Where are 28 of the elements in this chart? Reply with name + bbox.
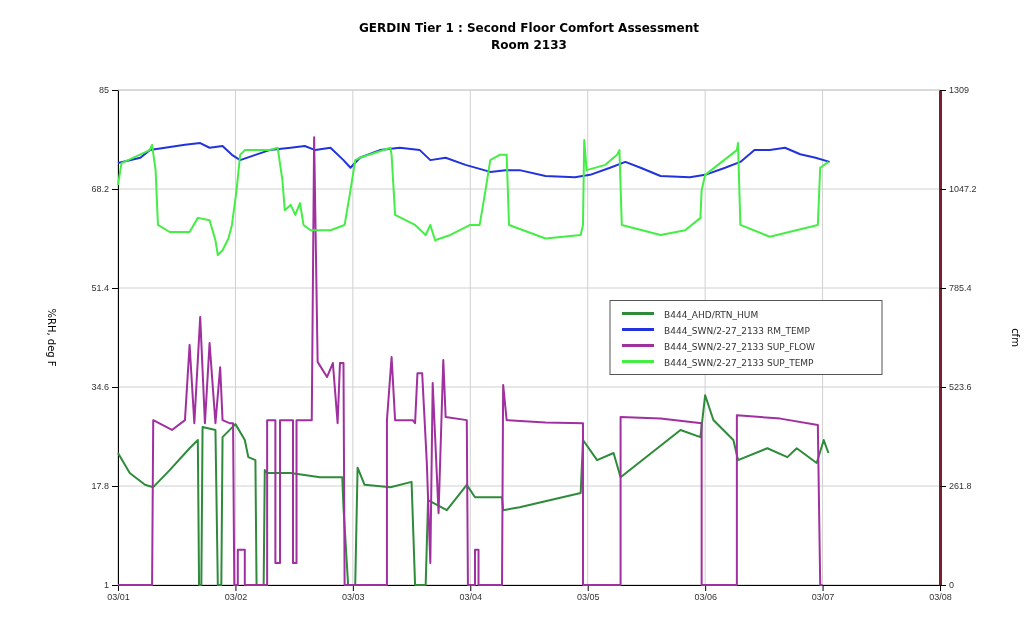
y-tick-label: 68.2 [91, 184, 109, 195]
y2-tick-label: 1047.2 [949, 184, 977, 195]
y-tick-label: 1 [103, 580, 109, 591]
chart-title: GERDIN Tier 1 : Second Floor Comfort Assessment [358, 21, 700, 35]
y2-tick-label: 785.4 [949, 283, 972, 294]
x-tick-label: 03/05 [576, 592, 600, 603]
x-tick-label: 03/03 [342, 592, 365, 603]
legend-label: B444_SWN/2-27_2133 SUP_FLOW [664, 341, 816, 352]
legend-label: B444_AHD/RTN_HUM [664, 309, 759, 320]
y2-tick-label: 1309 [949, 85, 970, 96]
x-tick-label: 03/07 [811, 592, 835, 603]
legend-label: B444_SWN/2-27_2133 RM_TEMP [664, 325, 811, 336]
y-tick-label: 51.4 [91, 283, 109, 294]
x-tick-label: 03/06 [694, 592, 717, 603]
y2-tick-label: 0 [949, 580, 955, 591]
legend-label: B444_SWN/2-27_2133 SUP_TEMP [664, 357, 815, 368]
y2-tick-label: 261.8 [949, 481, 972, 492]
y2-tick-label: 523.6 [949, 382, 972, 393]
y-axis-title: %RH, deg F [46, 308, 57, 367]
x-tick-label: 03/02 [224, 592, 248, 603]
y-tick-label: 17.8 [91, 481, 109, 492]
y-tick-label: 34.6 [91, 382, 109, 393]
y-tick-label: 85 [98, 85, 109, 96]
chart-subtitle: Room 2133 [491, 38, 567, 52]
x-tick-label: 03/04 [459, 592, 483, 603]
x-tick-label: 03/08 [929, 592, 952, 603]
x-tick-label: 03/01 [107, 592, 130, 603]
y2-axis-title: cfm [1010, 328, 1021, 347]
